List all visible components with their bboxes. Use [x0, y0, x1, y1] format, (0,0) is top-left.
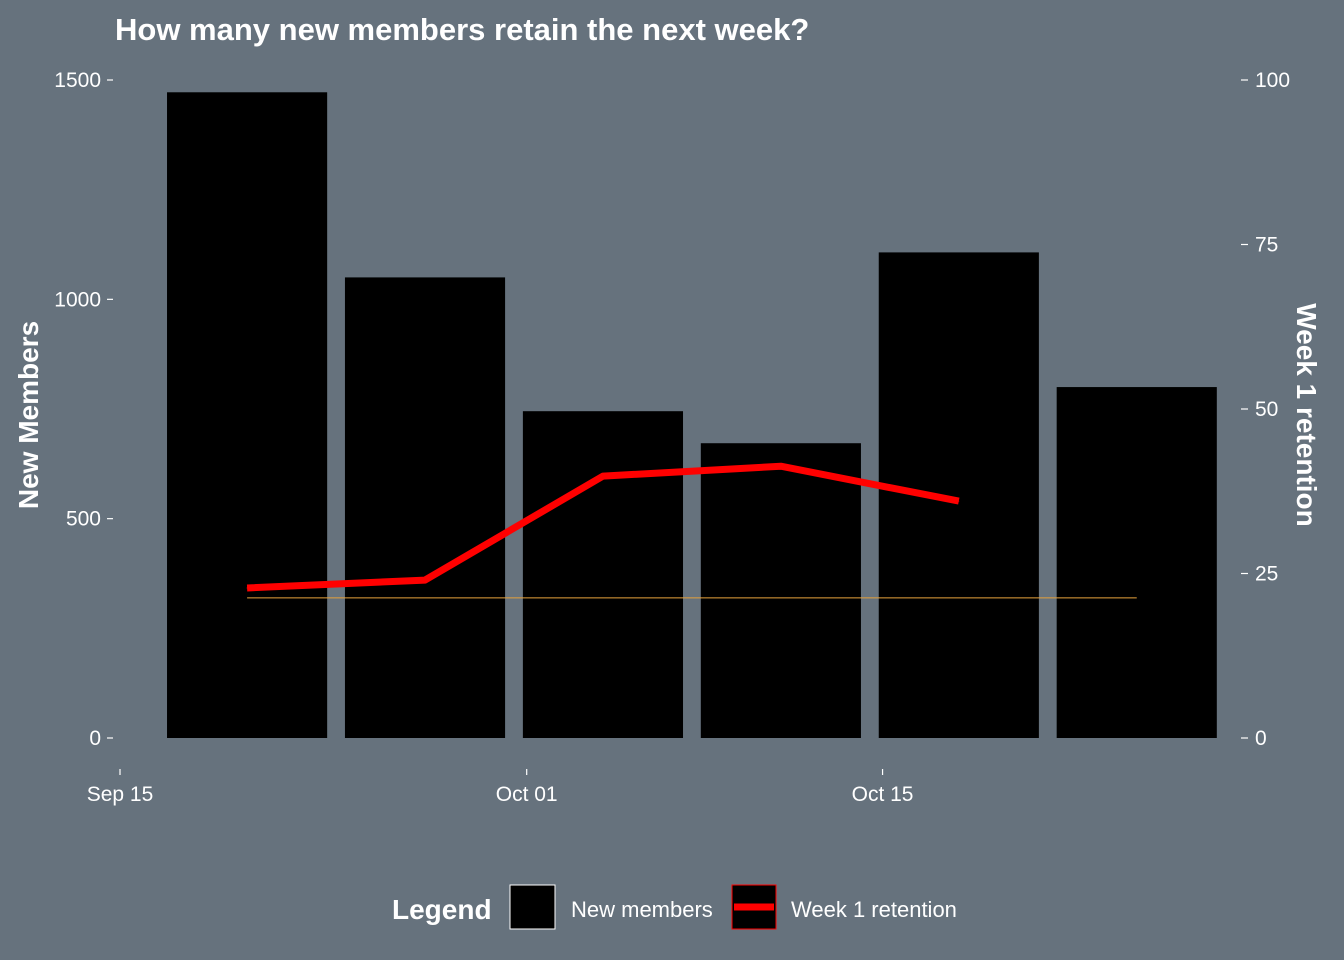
- retention-point-2: [602, 475, 604, 477]
- chart-title: How many new members retain the next wee…: [115, 12, 809, 47]
- legend-label-new-members: New members: [571, 897, 713, 922]
- retention-point-3: [780, 465, 782, 467]
- y2-tick-label: 0: [1255, 727, 1267, 750]
- y-tick-label: 1000: [54, 288, 101, 311]
- y2-tick-label: 50: [1255, 398, 1278, 421]
- x-tick-label: Oct 01: [496, 783, 558, 806]
- bar-0: [167, 92, 328, 739]
- bar-2: [522, 411, 684, 738]
- legend-swatch-bar: [509, 884, 556, 930]
- retention-point-4: [958, 500, 960, 502]
- legend: Legend New members Week 1 retention: [392, 884, 957, 930]
- y2-axis-title: Week 1 retention: [1291, 303, 1322, 527]
- retention-line-layer: [246, 462, 960, 592]
- legend-title: Legend: [392, 894, 492, 925]
- y2-tick-label: 25: [1255, 563, 1278, 586]
- retention-point-1: [424, 579, 426, 581]
- legend-label-week1-retention: Week 1 retention: [791, 897, 957, 922]
- bar-5: [1056, 387, 1217, 738]
- y-axis-title: New Members: [13, 321, 44, 509]
- x-tick-label: Oct 15: [852, 783, 914, 806]
- retention-point-0: [246, 587, 248, 589]
- bar-4: [878, 252, 1039, 738]
- y-tick-label: 500: [66, 508, 101, 531]
- bars-layer: [167, 92, 1217, 739]
- legend-item-new-members: New members: [509, 884, 713, 930]
- axes-layer: 0 500 1000 1500 0 25 50 75 100 Sep 15 Oct 01 Oct 15: [54, 69, 1290, 806]
- y2-tick-label: 75: [1255, 234, 1278, 257]
- y-tick-label: 0: [89, 727, 101, 750]
- bar-3: [700, 443, 861, 738]
- legend-item-week1-retention: Week 1 retention: [731, 884, 957, 930]
- bar-1: [344, 277, 506, 738]
- y2-tick-label: 100: [1255, 69, 1290, 92]
- y-tick-label: 1500: [54, 69, 101, 92]
- x-tick-label: Sep 15: [87, 783, 154, 806]
